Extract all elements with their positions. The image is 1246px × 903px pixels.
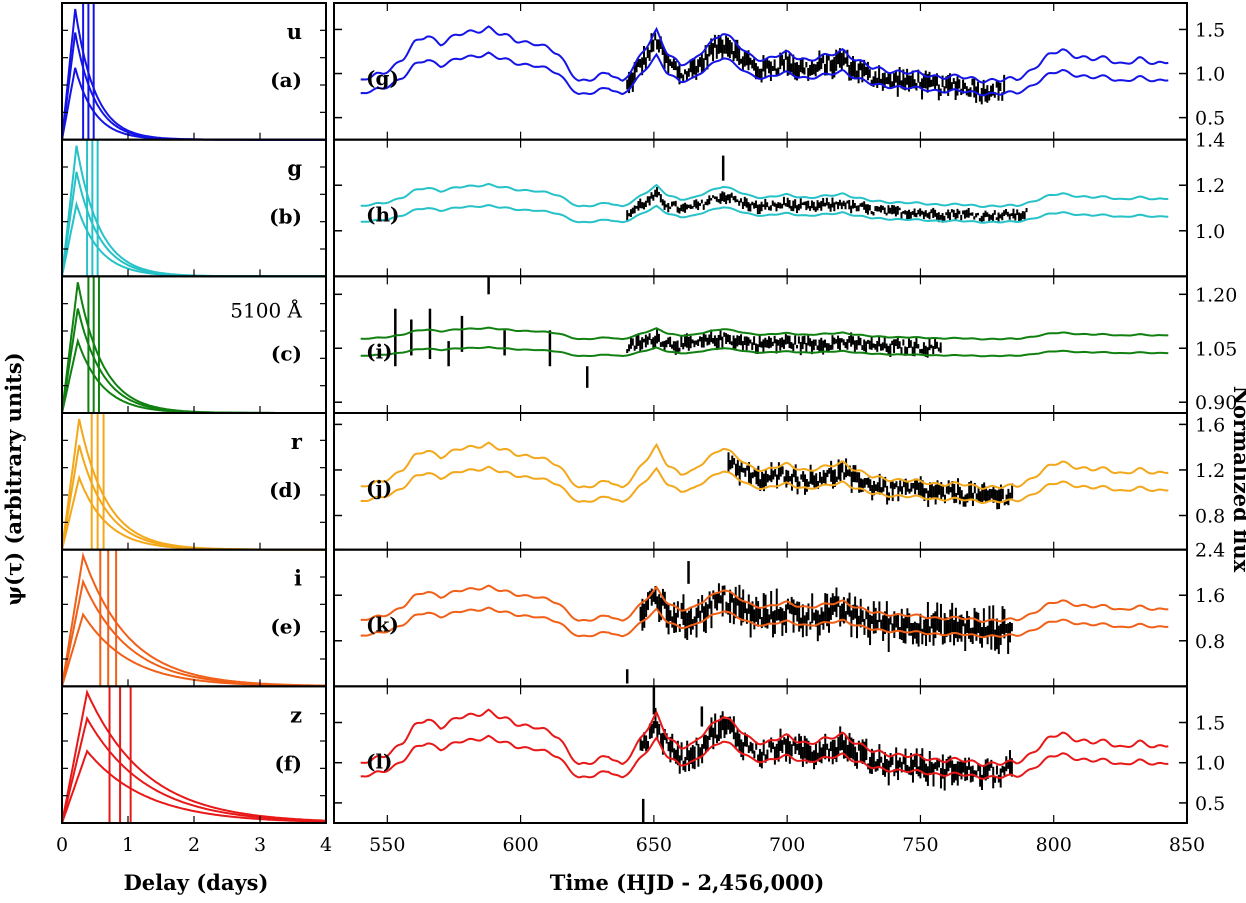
observed-data bbox=[394, 277, 942, 388]
right-y-tick-label: 1.0 bbox=[1195, 64, 1225, 86]
model-light-curve bbox=[360, 734, 1169, 780]
observed-data bbox=[727, 452, 1014, 510]
right-x-tick-label: 700 bbox=[769, 834, 805, 856]
transfer-function-curve bbox=[61, 688, 327, 824]
right-x-tick-label: 600 bbox=[502, 834, 538, 856]
right-x-tick-label: 750 bbox=[902, 834, 938, 856]
model-light-curve bbox=[360, 326, 1169, 341]
band-label: g bbox=[287, 156, 302, 181]
band-label: z bbox=[290, 702, 302, 727]
right-panel-label: (l) bbox=[366, 749, 393, 773]
observed-data bbox=[625, 561, 1013, 684]
right-panel-frame bbox=[333, 685, 1188, 824]
left-panel-label: (e) bbox=[270, 615, 302, 639]
left-panel-label: (a) bbox=[270, 68, 302, 92]
right-x-tick-label: 550 bbox=[369, 834, 405, 856]
right-y-tick-label: 1.05 bbox=[1195, 338, 1237, 360]
left-x-tick-label: 1 bbox=[122, 834, 134, 856]
transfer-function-curve bbox=[61, 749, 326, 824]
right-x-axis-title: Time (HJD - 2,456,000) bbox=[550, 870, 825, 895]
right-y-axis-title: Normalized flux bbox=[1229, 386, 1246, 573]
left-x-axis-title: Delay (days) bbox=[124, 870, 269, 895]
model-light-curve bbox=[360, 584, 1169, 623]
left-y-axis-title: ψ(τ) (arbitrary units) bbox=[1, 352, 26, 605]
left-x-tick-label: 2 bbox=[188, 834, 200, 856]
model-light-curve bbox=[360, 51, 1169, 97]
right-panel-label: (j) bbox=[366, 476, 392, 500]
right-panel-label: (i) bbox=[366, 339, 393, 363]
left-panel-label: (b) bbox=[269, 205, 302, 229]
right-y-tick-label: 1.6 bbox=[1195, 585, 1225, 607]
right-y-tick-label: 0.8 bbox=[1195, 631, 1225, 653]
band-label: u bbox=[287, 19, 302, 44]
right-y-tick-label: 1.0 bbox=[1195, 753, 1225, 775]
band-label: i bbox=[294, 566, 302, 591]
frames-layer bbox=[61, 2, 1188, 824]
right-y-tick-label: 1.6 bbox=[1195, 414, 1225, 436]
right-y-tick-label: 0.90 bbox=[1195, 392, 1237, 414]
right-panel-label: (k) bbox=[366, 613, 399, 637]
right-y-tick-label: 1.5 bbox=[1195, 19, 1225, 41]
right-y-tick-label: 1.4 bbox=[1195, 130, 1225, 152]
model-light-curve bbox=[360, 203, 1169, 224]
text-layer: ψ(τ) (arbitrary units) Delay (days) Time… bbox=[1, 19, 1246, 895]
left-x-tick-label: 4 bbox=[320, 834, 332, 856]
right-panel-label: (h) bbox=[366, 203, 399, 227]
left-panel-label: (f) bbox=[274, 751, 302, 775]
right-y-tick-label: 0.5 bbox=[1195, 108, 1225, 130]
transfer-function-curve bbox=[61, 551, 327, 687]
right-x-tick-label: 650 bbox=[636, 834, 672, 856]
model-light-curve bbox=[360, 606, 1169, 639]
left-x-tick-label: 3 bbox=[254, 834, 266, 856]
model-light-curve bbox=[360, 182, 1169, 209]
right-y-tick-label: 2.4 bbox=[1195, 540, 1225, 562]
left-panel-label: (c) bbox=[271, 341, 302, 365]
right-y-tick-label: 1.20 bbox=[1195, 284, 1237, 306]
right-y-tick-label: 0.5 bbox=[1195, 793, 1225, 815]
model-light-curve bbox=[360, 345, 1169, 358]
right-panel-label: (g) bbox=[366, 66, 399, 90]
right-y-tick-label: 1.5 bbox=[1195, 713, 1225, 735]
left-panel-label: (d) bbox=[269, 478, 302, 502]
right-x-tick-label: 850 bbox=[1169, 834, 1205, 856]
band-label: 5100 Å bbox=[230, 297, 302, 322]
model-light-curve bbox=[360, 465, 1169, 505]
right-y-tick-label: 1.0 bbox=[1195, 221, 1225, 243]
right-y-tick-label: 1.2 bbox=[1195, 175, 1225, 197]
model-light-curve bbox=[360, 708, 1169, 767]
right-y-tick-label: 0.8 bbox=[1195, 506, 1225, 528]
model-light-curve bbox=[360, 25, 1169, 84]
model-light-curve bbox=[360, 441, 1169, 490]
left-x-tick-label: 0 bbox=[56, 834, 68, 856]
right-x-tick-label: 800 bbox=[1036, 834, 1072, 856]
right-y-tick-label: 1.2 bbox=[1195, 460, 1225, 482]
observed-data bbox=[626, 32, 1006, 105]
band-label: r bbox=[291, 429, 303, 454]
observed-data bbox=[639, 687, 1013, 822]
